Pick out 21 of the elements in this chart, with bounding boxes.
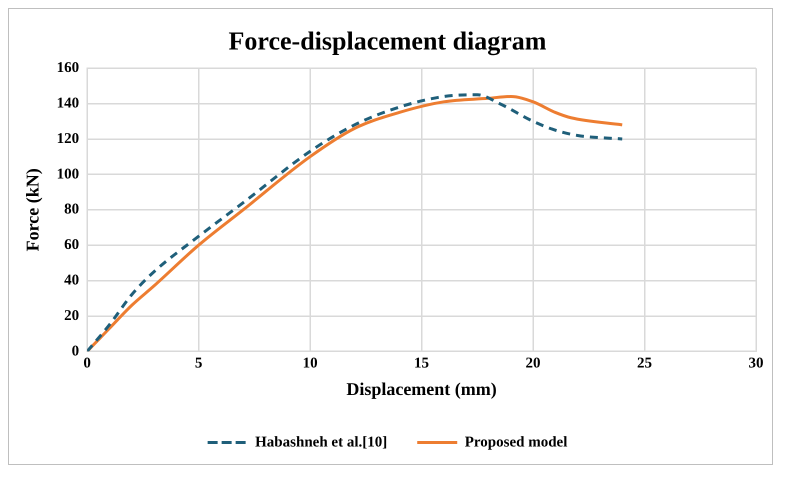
y-tick-label: 80 xyxy=(64,202,80,218)
x-axis-title: Displacement (mm) xyxy=(346,378,497,399)
x-tick-label: 10 xyxy=(302,355,318,372)
y-axis-title: Force (kN) xyxy=(22,168,42,252)
y-tick-label: 20 xyxy=(64,308,80,324)
x-tick-label: 25 xyxy=(637,355,652,372)
y-tick-label: 0 xyxy=(72,343,80,360)
y-tick-label: 140 xyxy=(56,95,80,112)
x-tick-label: 30 xyxy=(748,355,764,372)
x-tick-label: 5 xyxy=(194,355,202,372)
x-tick-label: 15 xyxy=(414,355,430,372)
y-tick-label: 120 xyxy=(56,130,80,147)
legend-label: Habashneh et al.[10] xyxy=(255,434,388,450)
y-tick-label: 40 xyxy=(64,272,80,288)
y-tick-label: 160 xyxy=(56,60,80,76)
legend-label: Proposed model xyxy=(464,434,568,450)
x-tick-label: 20 xyxy=(526,355,541,372)
x-tick-label: 0 xyxy=(83,355,91,372)
y-tick-label: 60 xyxy=(64,237,80,254)
chart-title: Force-displacement diagram xyxy=(228,26,547,56)
y-tick-label: 100 xyxy=(56,166,80,182)
